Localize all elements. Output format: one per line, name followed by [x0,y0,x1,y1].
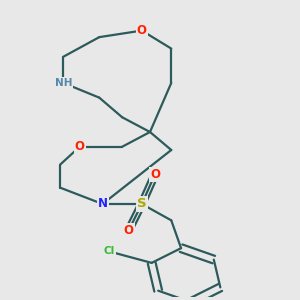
Text: O: O [137,24,147,37]
Text: O: O [150,168,160,181]
Text: NH: NH [55,78,72,88]
Text: N: N [98,197,108,211]
Text: S: S [137,197,147,211]
Text: Cl: Cl [103,246,115,256]
Text: O: O [75,140,85,153]
Text: O: O [124,224,134,237]
